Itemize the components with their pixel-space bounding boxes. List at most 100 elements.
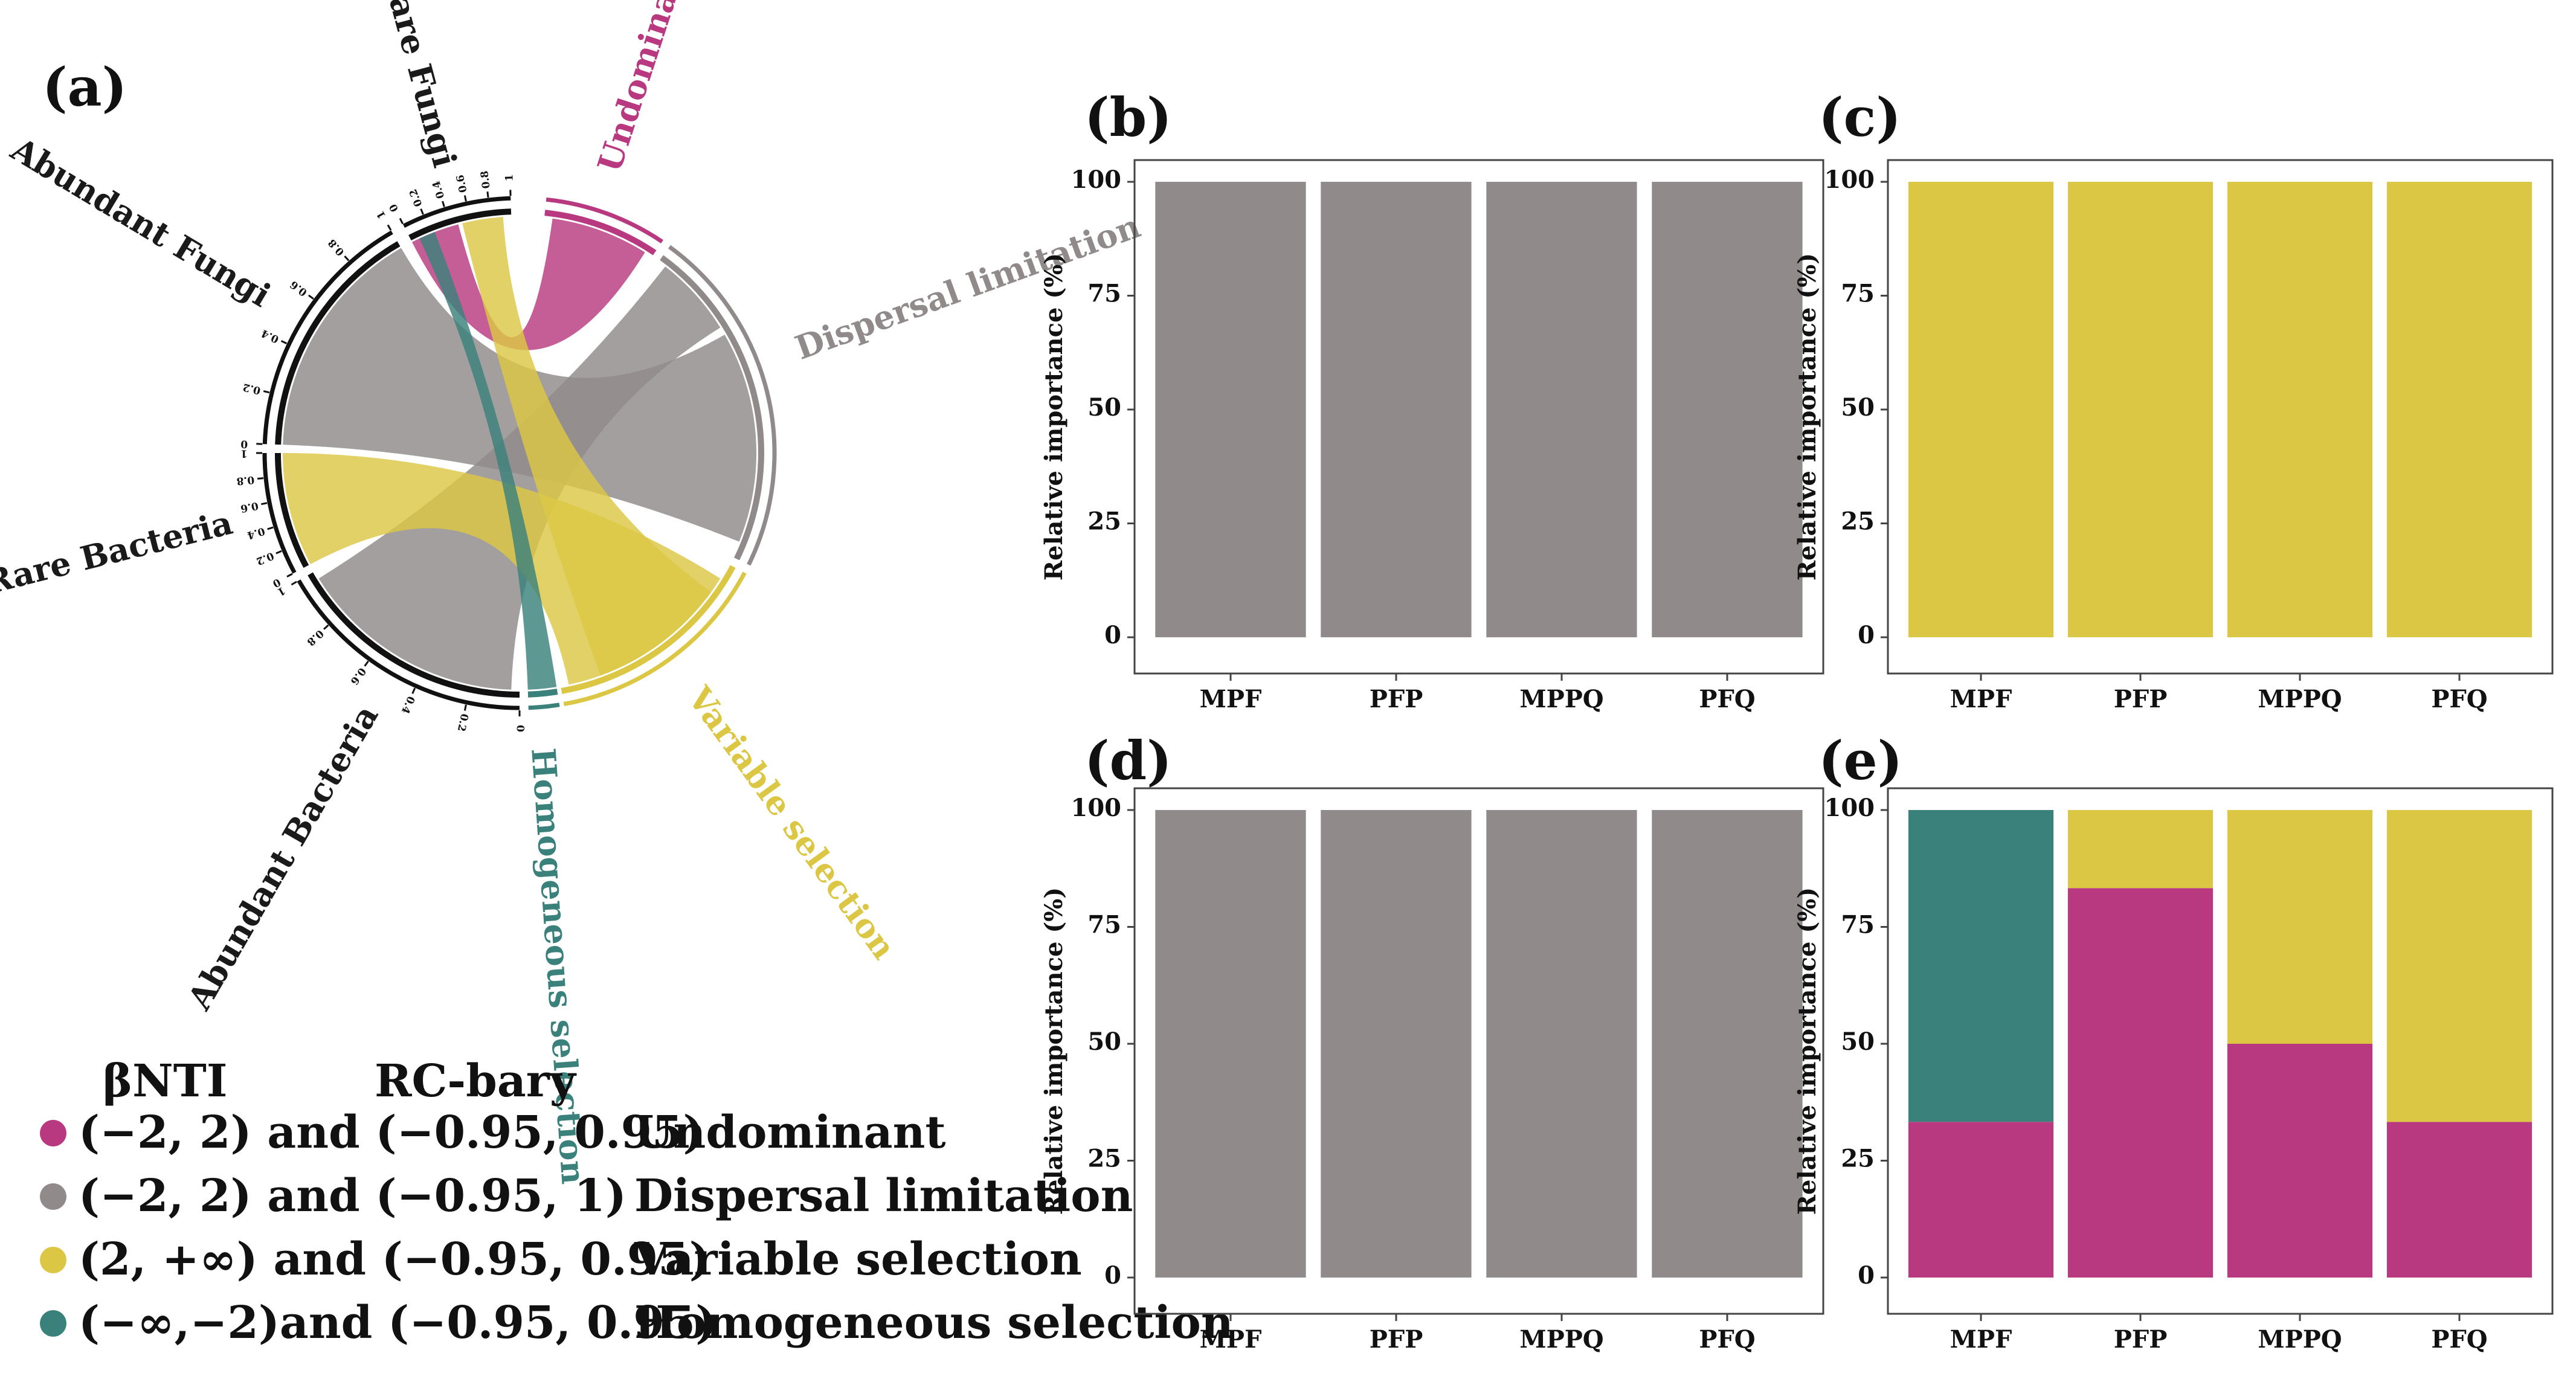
chord-tick-label: 0.4 — [245, 524, 266, 541]
sector-track — [262, 230, 393, 445]
legend-process: Homogeneous selection — [634, 1297, 1234, 1349]
sector-track — [262, 452, 297, 574]
y-tick-label: 25 — [1841, 507, 1875, 536]
legend-process: Variable selection — [634, 1233, 1082, 1285]
bar-segment — [1321, 182, 1472, 637]
y-tick-label: 0 — [1104, 621, 1121, 649]
y-tick-label: 0 — [1858, 621, 1875, 649]
bar-panel: (c) 0 25 50 75 100 Relative importance (%) MPF P… — [1793, 86, 2554, 713]
sector-track — [528, 702, 560, 710]
chord-tick — [442, 201, 445, 208]
chord-tick — [261, 502, 268, 506]
legend-condition: (2, +∞) and (−0.95, 0.95) — [79, 1233, 710, 1285]
sector-label: Abundant Bacteria — [179, 698, 385, 1017]
bar-segment — [1155, 182, 1306, 637]
x-tick-label: MPPQ — [2258, 685, 2342, 713]
x-tick-label: PFQ — [1699, 1325, 1755, 1354]
sector-label: Undominant — [590, 0, 697, 176]
bar-segment — [2067, 182, 2214, 637]
x-tick-label: PFP — [2114, 685, 2168, 713]
chord-tick — [263, 390, 270, 394]
bar-segment — [2067, 810, 2214, 889]
chord-tick-label: 0.2 — [242, 381, 262, 396]
y-axis-label: Relative importance (%) — [1040, 887, 1068, 1215]
chord-ribbon — [412, 218, 645, 350]
y-tick-label: 0 — [1104, 1261, 1121, 1290]
y-tick-label: 50 — [1087, 1027, 1121, 1056]
chord-tick-label: 0.4 — [430, 179, 447, 200]
legend-process: Dispersal limitation — [634, 1170, 1133, 1222]
bar-segment — [1652, 810, 1803, 1278]
panel-label: (b) — [1084, 86, 1172, 149]
y-tick-label: 100 — [1824, 794, 1875, 822]
y-axis-label: Relative importance (%) — [1793, 253, 1821, 580]
bar-segment — [1908, 810, 2054, 1122]
chord-tick-label: 1 — [503, 174, 515, 182]
legend-swatch — [40, 1247, 66, 1273]
x-tick-label: MPPQ — [1519, 1325, 1603, 1354]
legend-condition: (−2, 2) and (−0.95, 1) — [79, 1170, 626, 1222]
chord-tick-label: 0.2 — [455, 713, 471, 733]
bar-panel: (e) 0 25 50 75 100 Relative importance (%) MPF P… — [1793, 729, 2554, 1354]
legend-process: Undominant — [634, 1107, 946, 1159]
x-tick-label: PFP — [2114, 1325, 2168, 1354]
chord-tick-label: 0.6 — [288, 278, 310, 298]
panel-label: (c) — [1818, 86, 1901, 149]
chord-ribbon — [462, 217, 712, 676]
plot-frame — [1133, 159, 1824, 675]
y-tick-label: 50 — [1087, 393, 1121, 422]
legend-swatch — [40, 1310, 66, 1337]
x-tick-label: PFQ — [2431, 685, 2487, 713]
bar-segment — [2386, 182, 2533, 637]
sector-arc — [544, 210, 657, 256]
chord-tick-label: 0.2 — [254, 549, 275, 567]
sector-arc — [527, 689, 558, 698]
chord-tick — [308, 294, 314, 300]
x-tick-label: MPF — [1950, 1325, 2012, 1354]
chord-tick — [399, 217, 404, 225]
y-tick-label: 0 — [1858, 1261, 1875, 1290]
chord-tick — [323, 624, 329, 630]
y-tick-label: 100 — [1824, 166, 1875, 194]
sector-track — [546, 197, 663, 244]
legend-condition: (−2, 2) and (−0.95, 0.95) — [79, 1107, 704, 1159]
chord-tick-label: 1 — [240, 448, 248, 460]
x-tick-label: PFQ — [1699, 685, 1755, 713]
y-axis-label: Relative importance (%) — [1040, 253, 1068, 580]
sector-label: Rare Fungi — [375, 0, 465, 172]
chord-tick-label: 0.8 — [236, 474, 255, 487]
bar-segment — [1486, 810, 1637, 1278]
sector-arc — [660, 255, 764, 561]
y-tick-label: 75 — [1841, 280, 1875, 308]
x-tick-label: PFQ — [2431, 1325, 2487, 1354]
chord-tick-label: 0 — [387, 202, 401, 214]
chord-tick — [387, 224, 392, 231]
chord-sector-arcs — [262, 196, 777, 710]
sector-label: Rare Bacteria — [0, 503, 236, 602]
legend-condition: (−∞,−2)and (−0.95, 0.95) — [79, 1297, 716, 1349]
chord-tick — [411, 687, 416, 694]
sector-track — [402, 196, 511, 228]
bar-segment — [1652, 182, 1803, 637]
chord-tick-label: 0.4 — [399, 694, 417, 715]
x-tick-label: MPPQ — [2258, 1325, 2342, 1354]
x-tick-label: PFP — [1370, 1325, 1423, 1354]
chord-tick — [267, 526, 274, 530]
chord-tick-label: 0 — [240, 437, 248, 449]
y-tick-label: 50 — [1841, 1027, 1875, 1056]
sector-track — [297, 579, 520, 710]
bar-segment — [2386, 1122, 2533, 1278]
x-tick-label: MPF — [1950, 685, 2012, 713]
bar-segment — [1155, 810, 1306, 1278]
bar-segment — [1321, 810, 1472, 1278]
sector-arc — [275, 452, 309, 568]
chord-tick-label: 0 — [514, 725, 526, 732]
bar-segment — [1908, 182, 2054, 637]
plot-frame — [1887, 159, 2554, 675]
y-tick-label: 100 — [1071, 794, 1122, 822]
y-tick-label: 25 — [1087, 507, 1121, 536]
chord-tick — [275, 550, 282, 555]
chord-tick — [463, 704, 467, 711]
sector-arc — [561, 565, 736, 694]
